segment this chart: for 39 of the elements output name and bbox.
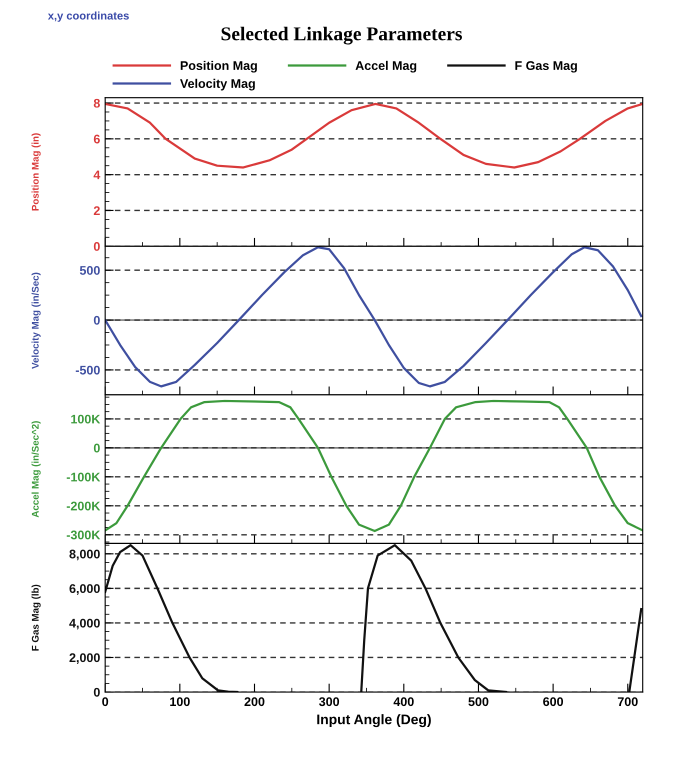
x-tick-label: 100 xyxy=(170,697,190,706)
legend-label: Velocity Mag xyxy=(180,78,255,91)
y-axis-title: Velocity Mag (in/Sec) xyxy=(32,272,41,369)
x-axis-title: Input Angle (Deg) xyxy=(317,714,431,728)
line-series xyxy=(105,102,643,169)
y-tick-label: 2,000 xyxy=(69,653,100,664)
y-tick-label: 6,000 xyxy=(70,584,100,595)
y-tick-label: 8 xyxy=(94,98,100,108)
y-tick-label: 0 xyxy=(94,444,100,453)
y-tick-label: 2 xyxy=(94,206,100,215)
x-tick-label: 700 xyxy=(618,697,638,706)
y-tick-label: 100K xyxy=(71,414,100,424)
legend-label: Position Mag xyxy=(180,60,257,73)
y-axis-title: Position Mag (in) xyxy=(32,133,41,210)
x-tick-label: 200 xyxy=(244,697,264,706)
y-tick-label: 0 xyxy=(94,316,100,325)
x-tick-label: 0 xyxy=(102,697,108,706)
x-tick-label: 600 xyxy=(543,697,564,706)
y-tick-label: 4,000 xyxy=(69,618,100,630)
x-tick-label: 300 xyxy=(319,697,340,706)
y-tick-label: 6 xyxy=(94,134,100,144)
y-tick-label: 0 xyxy=(94,242,100,251)
y-tick-label: -500 xyxy=(76,366,100,375)
y-axis-title: F Gas Mag (lb) xyxy=(32,584,41,651)
y-tick-label: -100K xyxy=(66,472,100,482)
y-tick-label: 4 xyxy=(94,170,100,180)
text: x,y coordinates xyxy=(48,11,129,22)
x-tick-label: 500 xyxy=(468,697,488,706)
y-tick-label: 8,000 xyxy=(69,550,100,560)
y-tick-label: 500 xyxy=(80,266,100,275)
legend-label: Accel Mag xyxy=(356,60,416,73)
y-axis-title: Accel Mag (in/Sec^2) xyxy=(32,421,41,518)
y-tick-label: -200K xyxy=(66,502,100,510)
x-tick-label: 400 xyxy=(394,697,414,706)
y-tick-label: 0 xyxy=(94,688,100,697)
legend-label: F Gas Mag xyxy=(515,61,577,73)
y-tick-label: -300K xyxy=(66,530,100,540)
line-series xyxy=(105,400,643,532)
chart-title: Selected Linkage Parameters xyxy=(222,26,462,44)
